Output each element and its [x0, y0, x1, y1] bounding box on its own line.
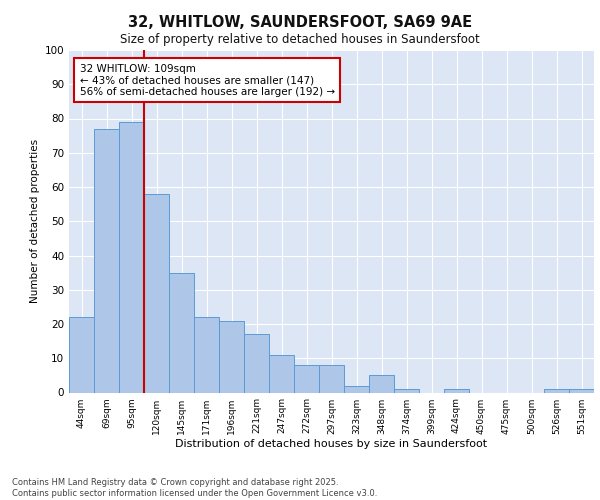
Bar — [569, 389, 594, 392]
Y-axis label: Number of detached properties: Number of detached properties — [31, 139, 40, 304]
Bar — [94, 129, 119, 392]
Bar — [69, 317, 94, 392]
Bar — [194, 317, 219, 392]
Bar — [444, 389, 469, 392]
Text: 32 WHITLOW: 109sqm
← 43% of detached houses are smaller (147)
56% of semi-detach: 32 WHITLOW: 109sqm ← 43% of detached hou… — [79, 64, 335, 97]
Text: 32, WHITLOW, SAUNDERSFOOT, SA69 9AE: 32, WHITLOW, SAUNDERSFOOT, SA69 9AE — [128, 15, 472, 30]
Bar — [319, 365, 344, 392]
Bar — [144, 194, 169, 392]
Bar — [369, 376, 394, 392]
Bar — [544, 389, 569, 392]
X-axis label: Distribution of detached houses by size in Saundersfoot: Distribution of detached houses by size … — [175, 440, 488, 450]
Bar — [344, 386, 369, 392]
Bar — [244, 334, 269, 392]
Bar — [119, 122, 144, 392]
Bar — [269, 355, 294, 393]
Bar — [169, 272, 194, 392]
Text: Size of property relative to detached houses in Saundersfoot: Size of property relative to detached ho… — [120, 32, 480, 46]
Bar — [294, 365, 319, 392]
Text: Contains HM Land Registry data © Crown copyright and database right 2025.
Contai: Contains HM Land Registry data © Crown c… — [12, 478, 377, 498]
Bar — [394, 389, 419, 392]
Bar — [219, 320, 244, 392]
